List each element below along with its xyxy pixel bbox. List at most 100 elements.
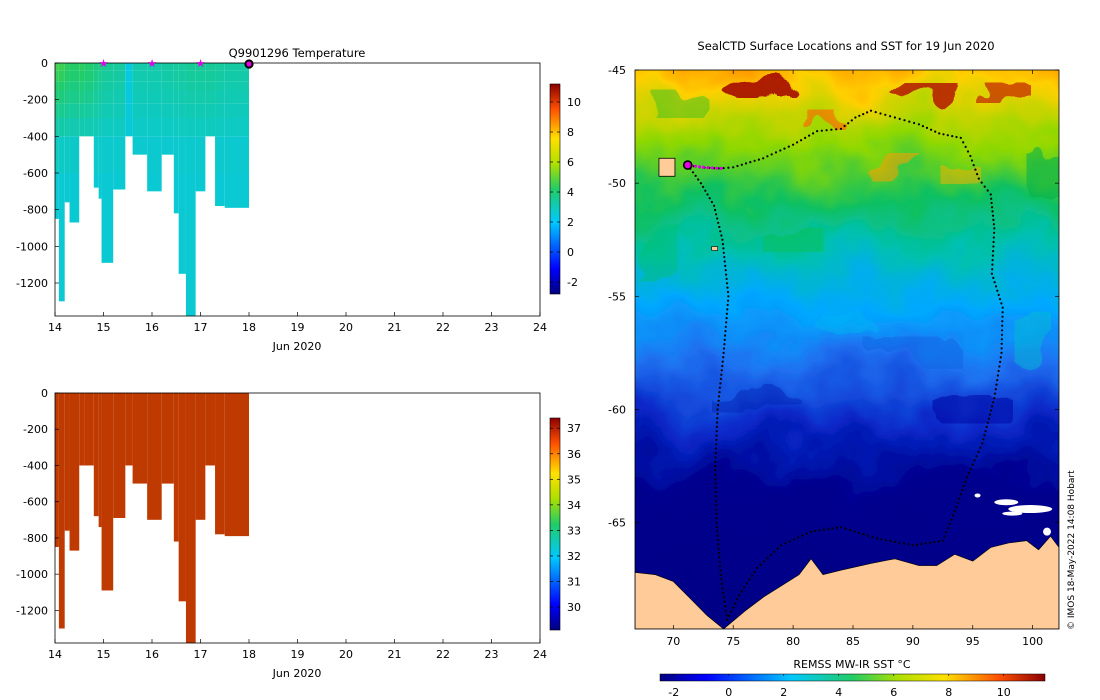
track-point (725, 321, 727, 323)
track-point (826, 129, 828, 131)
temperature-cell (59, 81, 65, 90)
track-point (726, 282, 728, 284)
island (659, 158, 675, 176)
sst-anomaly (712, 384, 802, 412)
temperature-cell (94, 118, 99, 136)
track-point (954, 510, 956, 512)
track-point (732, 166, 734, 168)
track-point (720, 574, 722, 576)
temperature-profile (70, 63, 80, 223)
colorbar-tick-label: 30 (567, 601, 581, 614)
track-point (715, 495, 717, 497)
temperature-cell (215, 91, 225, 104)
temperature-cell (99, 81, 102, 90)
track-point (719, 387, 721, 389)
track-point (984, 186, 986, 188)
track-point (719, 382, 721, 384)
temperature-cell (84, 91, 94, 104)
temperature-cell (186, 136, 196, 173)
sst-field (540, 0, 1100, 700)
temperature-cell (174, 81, 179, 90)
y-tick-label: -1000 (16, 240, 48, 253)
temperature-cell (55, 70, 59, 81)
track-point (720, 578, 722, 580)
y-tick-label: -800 (23, 204, 48, 217)
track-point (715, 487, 717, 489)
track-point (849, 529, 851, 531)
x-tick-label: 19 (291, 648, 305, 661)
sst-anomaly (718, 70, 808, 98)
temperature-cell (162, 63, 174, 70)
track-point (716, 530, 718, 532)
track-point (979, 447, 981, 449)
track-point (718, 395, 720, 397)
temperature-cell (104, 136, 114, 173)
colorbar-tick-label: 32 (567, 550, 581, 563)
map-y-tick-label: -65 (608, 517, 626, 530)
temperature-cell (133, 103, 148, 118)
track-point (993, 241, 995, 243)
track-point (717, 222, 719, 224)
track-point (971, 159, 973, 161)
track-point (992, 259, 994, 261)
day-marker-star: ★ (147, 57, 157, 70)
map-colorbar-tick-label: 10 (997, 686, 1011, 699)
temperature-profile (196, 63, 206, 191)
recent-track-point (720, 167, 723, 170)
map-x-tick-label: 95 (966, 635, 980, 648)
temperature-cell (174, 118, 179, 136)
track-point (884, 114, 886, 116)
track-point (722, 361, 724, 363)
temperature-cell (79, 70, 84, 81)
track-point (870, 110, 872, 112)
temperature-profile (205, 63, 215, 136)
temperature-profile (125, 63, 132, 136)
temperature-cell (99, 91, 102, 104)
track-point (963, 485, 965, 487)
track-point (1001, 347, 1003, 349)
track-point (715, 439, 717, 441)
x-tick-label: 23 (485, 648, 499, 661)
temperature-profile (113, 63, 125, 190)
map-colorbar (660, 674, 1045, 681)
track-point (973, 164, 975, 166)
track-point (812, 132, 814, 134)
temperature-cell (196, 103, 206, 118)
temperature-cell (84, 63, 94, 70)
map-x-tick-label: 75 (726, 635, 740, 648)
temperature-cell (113, 136, 125, 173)
temperature-cell (162, 136, 174, 154)
salinity-profile (55, 393, 59, 547)
track-point (723, 347, 725, 349)
track-point (692, 171, 694, 173)
y-tick-label: -600 (23, 167, 48, 180)
temperature-cell (179, 103, 186, 118)
track-point (716, 426, 718, 428)
track-point (721, 365, 723, 367)
track-point (899, 118, 901, 120)
track-point (715, 513, 717, 515)
track-point (992, 401, 994, 403)
track-point (958, 498, 960, 500)
salinity-panel: 14 15 16 17 18 19 20 21 22 23 24 0 -200 -400 -600 -800… (16, 387, 581, 680)
temperature-cell (113, 173, 125, 190)
track-point (934, 131, 936, 133)
track-point (722, 587, 724, 589)
temperature-cell (147, 91, 162, 104)
colorbar-tick-label: 31 (567, 575, 581, 588)
temperature-cell (205, 118, 215, 136)
temperature-profile (55, 63, 59, 219)
temperature-profile (59, 63, 65, 301)
x-tick-label: 21 (388, 321, 402, 334)
temperature-cell (162, 91, 174, 104)
x-tick-label: 16 (145, 648, 159, 661)
temperature-cell (102, 103, 104, 118)
temperature-cell (104, 81, 114, 90)
temperature-cell (179, 63, 186, 70)
temperature-cell (179, 81, 186, 90)
temperature-cell (174, 91, 179, 104)
track-point (722, 247, 724, 249)
temperature-cell (205, 70, 215, 81)
track-point (974, 169, 976, 171)
temperature-cell (70, 63, 80, 70)
